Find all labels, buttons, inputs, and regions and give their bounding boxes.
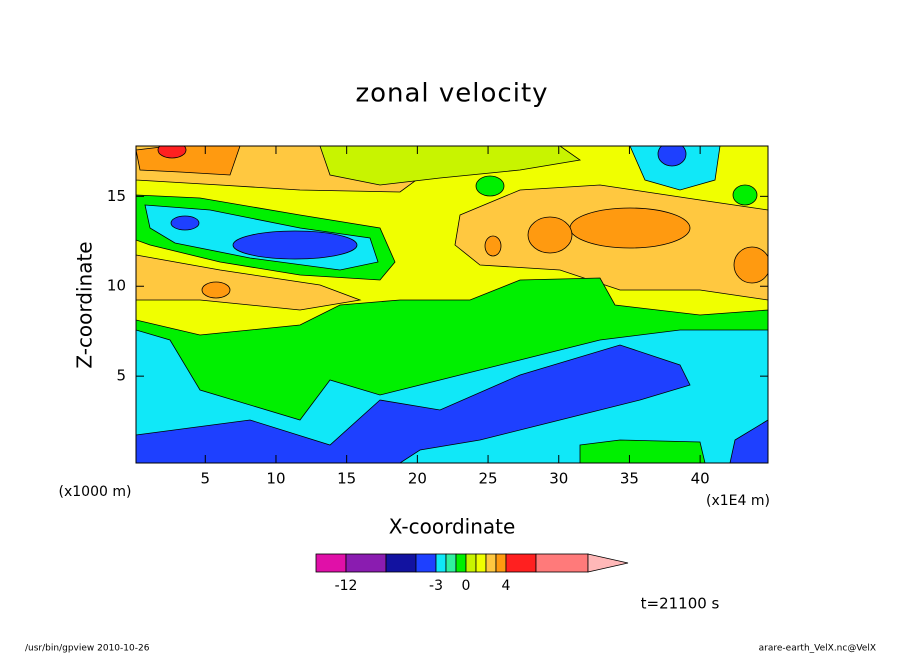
y-unit: (x1000 m) xyxy=(59,484,132,500)
contour-region xyxy=(569,207,691,249)
contour-region xyxy=(157,146,187,159)
x-tick-label: 40 xyxy=(691,470,710,488)
colorbar-segment xyxy=(495,553,507,573)
colorbar-segment xyxy=(465,553,477,573)
contour-region xyxy=(629,146,721,191)
time-label: t=21100 s xyxy=(641,595,720,613)
colorbar-segment xyxy=(385,553,417,573)
colorbar-segment xyxy=(435,553,447,573)
x-axis-label: X-coordinate xyxy=(389,515,516,539)
colorbar-tick-label: -12 xyxy=(335,578,358,594)
x-tick-label: 15 xyxy=(337,470,356,488)
x-tick-label: 20 xyxy=(408,470,427,488)
chart-title: zonal velocity xyxy=(355,79,548,109)
contour-region xyxy=(484,235,502,257)
colorbar-segment xyxy=(475,553,487,573)
contour-region xyxy=(136,254,362,311)
x-unit: (x1E4 m) xyxy=(706,493,770,509)
colorbar-segment xyxy=(315,553,347,573)
colorbar-tick-label: 0 xyxy=(462,578,471,594)
contour-region xyxy=(136,146,241,176)
colorbar-segment xyxy=(455,553,467,573)
colorbar-segment xyxy=(445,553,457,573)
y-tick-label: 5 xyxy=(116,367,126,385)
x-tick-label: 25 xyxy=(479,470,498,488)
contour-region xyxy=(733,246,768,284)
contour-region xyxy=(527,216,573,254)
contour-region xyxy=(475,175,505,197)
x-tick-label: 35 xyxy=(620,470,639,488)
footer-right: arare-earth_VelX.nc@VelX xyxy=(759,644,876,654)
plot-frame xyxy=(135,145,769,464)
contour-region xyxy=(729,419,768,463)
colorbar-segment xyxy=(485,553,497,573)
x-tick-label: 30 xyxy=(549,470,568,488)
contour-field xyxy=(136,146,768,463)
colorbar-segment xyxy=(535,553,589,573)
contour-region xyxy=(201,281,231,299)
colorbar-extension xyxy=(587,553,629,573)
y-tick-label: 15 xyxy=(107,187,126,205)
contour-region xyxy=(657,146,687,167)
colorbar-segment xyxy=(345,553,387,573)
contour-region xyxy=(136,344,691,463)
contour-region xyxy=(170,215,200,231)
contour-region xyxy=(232,230,358,260)
y-tick-label: 10 xyxy=(107,277,126,295)
x-tick-label: 10 xyxy=(266,470,285,488)
colorbar-segment xyxy=(415,553,437,573)
colorbar-tick-label: 4 xyxy=(502,578,511,594)
contour-region xyxy=(579,439,706,463)
contour-region xyxy=(319,146,582,186)
colorbar-tick-label: -3 xyxy=(429,578,443,594)
x-tick-label: 5 xyxy=(201,470,211,488)
footer-left: /usr/bin/gpview 2010-10-26 xyxy=(25,644,150,654)
contour-region xyxy=(732,184,758,206)
colorbar-segment xyxy=(505,553,537,573)
y-axis-label: Z-coordinate xyxy=(73,241,97,368)
